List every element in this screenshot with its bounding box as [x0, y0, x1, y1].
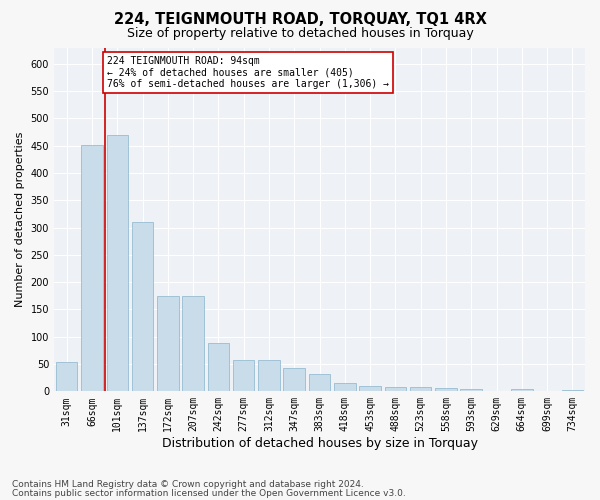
- Text: 224, TEIGNMOUTH ROAD, TORQUAY, TQ1 4RX: 224, TEIGNMOUTH ROAD, TORQUAY, TQ1 4RX: [113, 12, 487, 28]
- Text: Contains HM Land Registry data © Crown copyright and database right 2024.: Contains HM Land Registry data © Crown c…: [12, 480, 364, 489]
- Bar: [460, 388, 482, 392]
- Bar: [334, 383, 356, 392]
- Text: Contains public sector information licensed under the Open Government Licence v3: Contains public sector information licen…: [12, 489, 406, 498]
- Bar: [385, 387, 406, 392]
- Y-axis label: Number of detached properties: Number of detached properties: [15, 132, 25, 307]
- Text: 224 TEIGNMOUTH ROAD: 94sqm
← 24% of detached houses are smaller (405)
76% of sem: 224 TEIGNMOUTH ROAD: 94sqm ← 24% of deta…: [107, 56, 389, 89]
- Bar: [107, 135, 128, 392]
- Bar: [359, 386, 381, 392]
- Bar: [435, 388, 457, 392]
- Bar: [81, 145, 103, 392]
- Bar: [132, 222, 153, 392]
- Bar: [283, 368, 305, 392]
- Text: Size of property relative to detached houses in Torquay: Size of property relative to detached ho…: [127, 28, 473, 40]
- Bar: [208, 344, 229, 392]
- Bar: [182, 296, 204, 392]
- Bar: [258, 360, 280, 392]
- Bar: [410, 387, 431, 392]
- Bar: [233, 360, 254, 392]
- Bar: [562, 390, 583, 392]
- Bar: [56, 362, 77, 392]
- X-axis label: Distribution of detached houses by size in Torquay: Distribution of detached houses by size …: [161, 437, 478, 450]
- Bar: [511, 389, 533, 392]
- Bar: [309, 374, 330, 392]
- Bar: [157, 296, 179, 392]
